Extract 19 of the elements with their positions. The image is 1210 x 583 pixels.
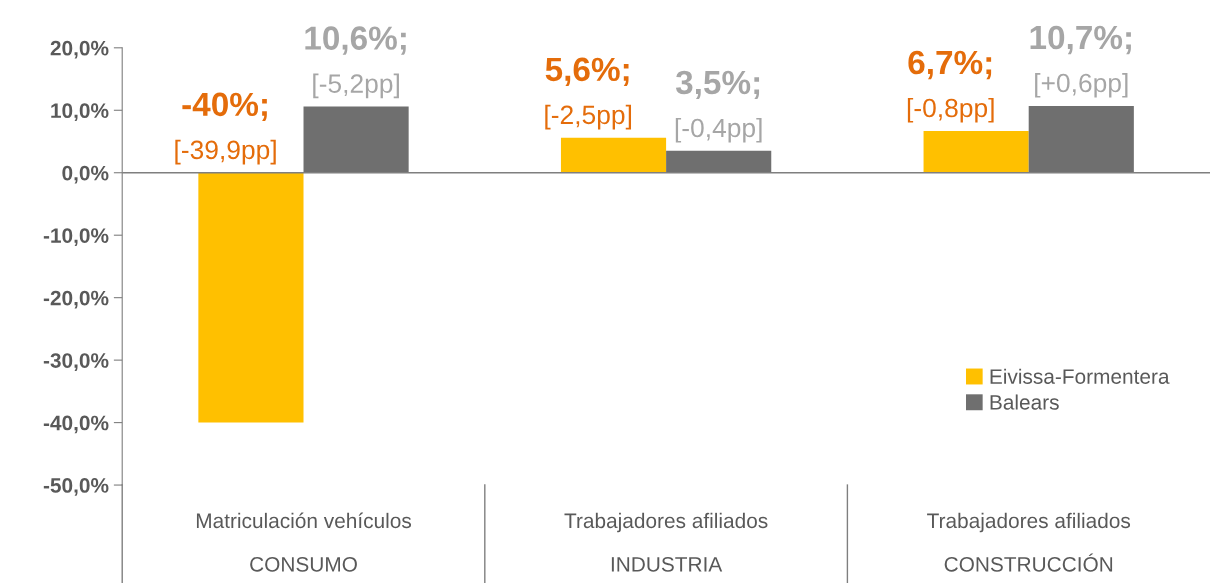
x-tick-label: Trabajadores afiliados INDUSTRIA bbox=[564, 512, 768, 572]
data-label: 10,7%; [+0,6pp] bbox=[1030, 25, 1131, 98]
data-label: -40%; [-39,9pp] bbox=[175, 92, 276, 165]
legend-label: Balears bbox=[990, 394, 1059, 410]
data-label: 3,5%; [-0,4pp] bbox=[675, 70, 762, 143]
category-label: Matriculación vehículos CONSUMO bbox=[196, 512, 412, 572]
y-tick-label: 10,0% bbox=[51, 103, 109, 122]
y-tick-label: 20,0% bbox=[50, 40, 109, 59]
y-tick-label: -30,0% bbox=[43, 353, 109, 371]
legend-label: Eivissa-Formentera bbox=[990, 368, 1170, 384]
data-label: 10,6%; [-5,2pp] bbox=[305, 26, 406, 99]
data-label: 5,6%; [-2,5pp] bbox=[545, 57, 632, 130]
y-tick-label: -50,0% bbox=[43, 478, 109, 496]
y-tick-label: -20,0% bbox=[43, 290, 109, 309]
y-tick-label: -10,0% bbox=[43, 228, 109, 246]
x-tick-label: Trabajadores afiliados CONSTRUCCIÓN bbox=[927, 512, 1131, 572]
y-tick-label: -40,0% bbox=[43, 415, 109, 434]
y-tick-label: 0,0% bbox=[62, 165, 109, 184]
data-label: 6,7%; [-0,8pp] bbox=[907, 50, 994, 123]
